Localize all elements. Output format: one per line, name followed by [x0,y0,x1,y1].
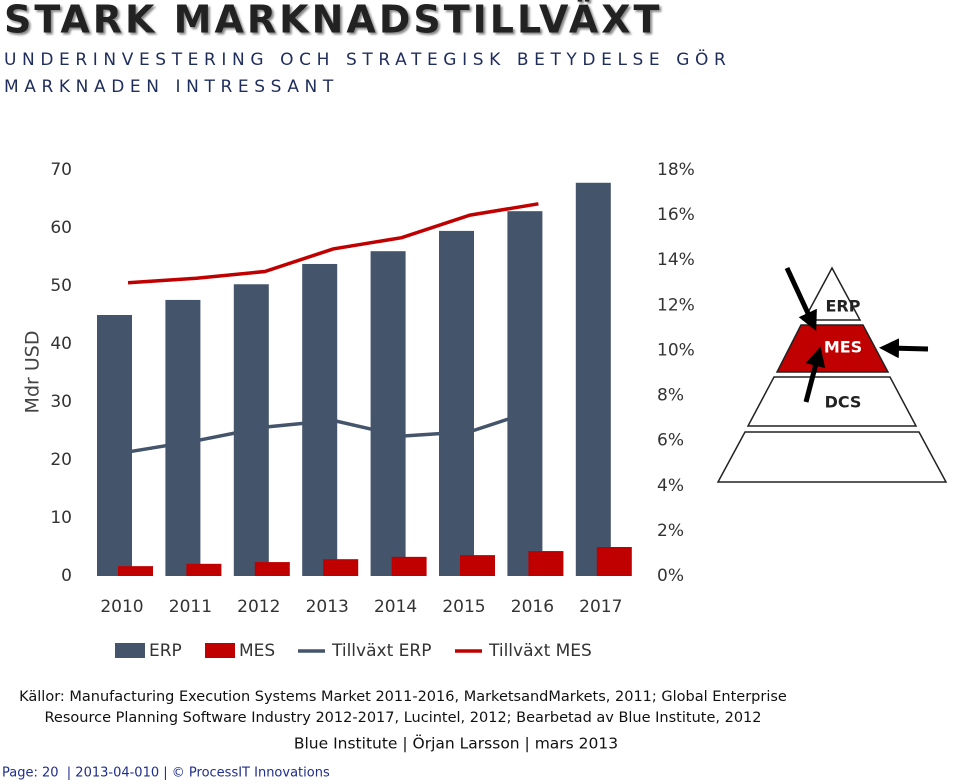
pyramid-label: DCS [825,393,862,412]
arrow [879,338,929,359]
y2-tick-label: 18% [657,160,695,180]
footer: Page: 20 | 2013-04-010 | © ProcessIT Inn… [2,766,330,781]
legend-swatch [205,643,235,658]
legend-label: Tillväxt ERP [331,641,431,661]
x-tick-label: 2013 [306,597,349,617]
arrow [784,266,817,332]
y2-tick-label: 2% [657,521,684,541]
title: STARK MARKNADSTILLVÄXT [4,0,662,42]
y-tick-label: 70 [50,160,72,180]
legend-label: ERP [149,641,182,661]
x-tick-label: 2011 [169,597,212,617]
line [127,202,539,285]
bar [528,551,564,576]
y2-tick-label: 4% [657,476,684,496]
x-tick-label: 2017 [579,597,622,617]
bar [97,315,132,576]
bar [460,555,495,576]
source: Resource Planning Software Industry 2012… [45,710,762,726]
legend-label: Tillväxt MES [488,641,592,661]
source: Källor: Manufacturing Execution Systems … [19,689,787,705]
bar [507,211,543,576]
y2-tick-label: 16% [657,205,695,225]
subtitle: MARKNADEN INTRESSANT [4,77,339,97]
y2-tick-label: 0% [657,566,684,586]
bar [118,566,153,576]
x-tick-label: 2016 [511,597,554,617]
y-tick-label: 0 [61,566,72,586]
y-axis-label: Mdr USD [22,331,44,414]
bar [575,182,611,576]
y-tick-label: 60 [50,218,72,238]
y2-tick-label: 6% [657,431,684,451]
x-tick-label: 2012 [237,597,280,617]
y2-tick-label: 8% [657,386,684,406]
pyramid [716,266,948,483]
arrows [784,266,929,403]
y-tick-label: 20 [50,450,72,470]
x-tick-label: 2010 [100,597,143,617]
y-tick-label: 50 [50,276,72,296]
line [127,407,539,454]
pyramid-label: MES [824,338,862,357]
credit: Blue Institute | Örjan Larsson | mars 20… [294,734,618,753]
bar [186,563,222,576]
bar [254,562,290,576]
pyramid-level [775,324,890,373]
bar [165,299,201,576]
subtitle: UNDERINVESTERING OCH STRATEGISK BETYDELS… [4,48,731,70]
legend-label: MES [239,641,275,661]
bar [596,547,632,576]
bar [323,559,359,576]
y2-tick-label: 12% [657,295,695,315]
bar [370,251,406,576]
legend-swatch [115,643,145,658]
pyramid-level [716,431,948,483]
pyramid-level [802,266,862,321]
y2-tick-label: 10% [657,340,695,360]
y-tick-label: 40 [50,334,72,354]
pyramid-label: ERP [826,297,861,316]
y2-tick-label: 14% [657,250,695,270]
y-tick-label: 10 [50,508,72,528]
x-tick-label: 2015 [442,597,485,617]
pyramid-level [746,376,918,427]
bar [439,230,474,576]
x-tick-label: 2014 [374,597,417,617]
bar [391,556,427,576]
y-tick-label: 30 [50,392,72,412]
arrow [803,346,826,403]
